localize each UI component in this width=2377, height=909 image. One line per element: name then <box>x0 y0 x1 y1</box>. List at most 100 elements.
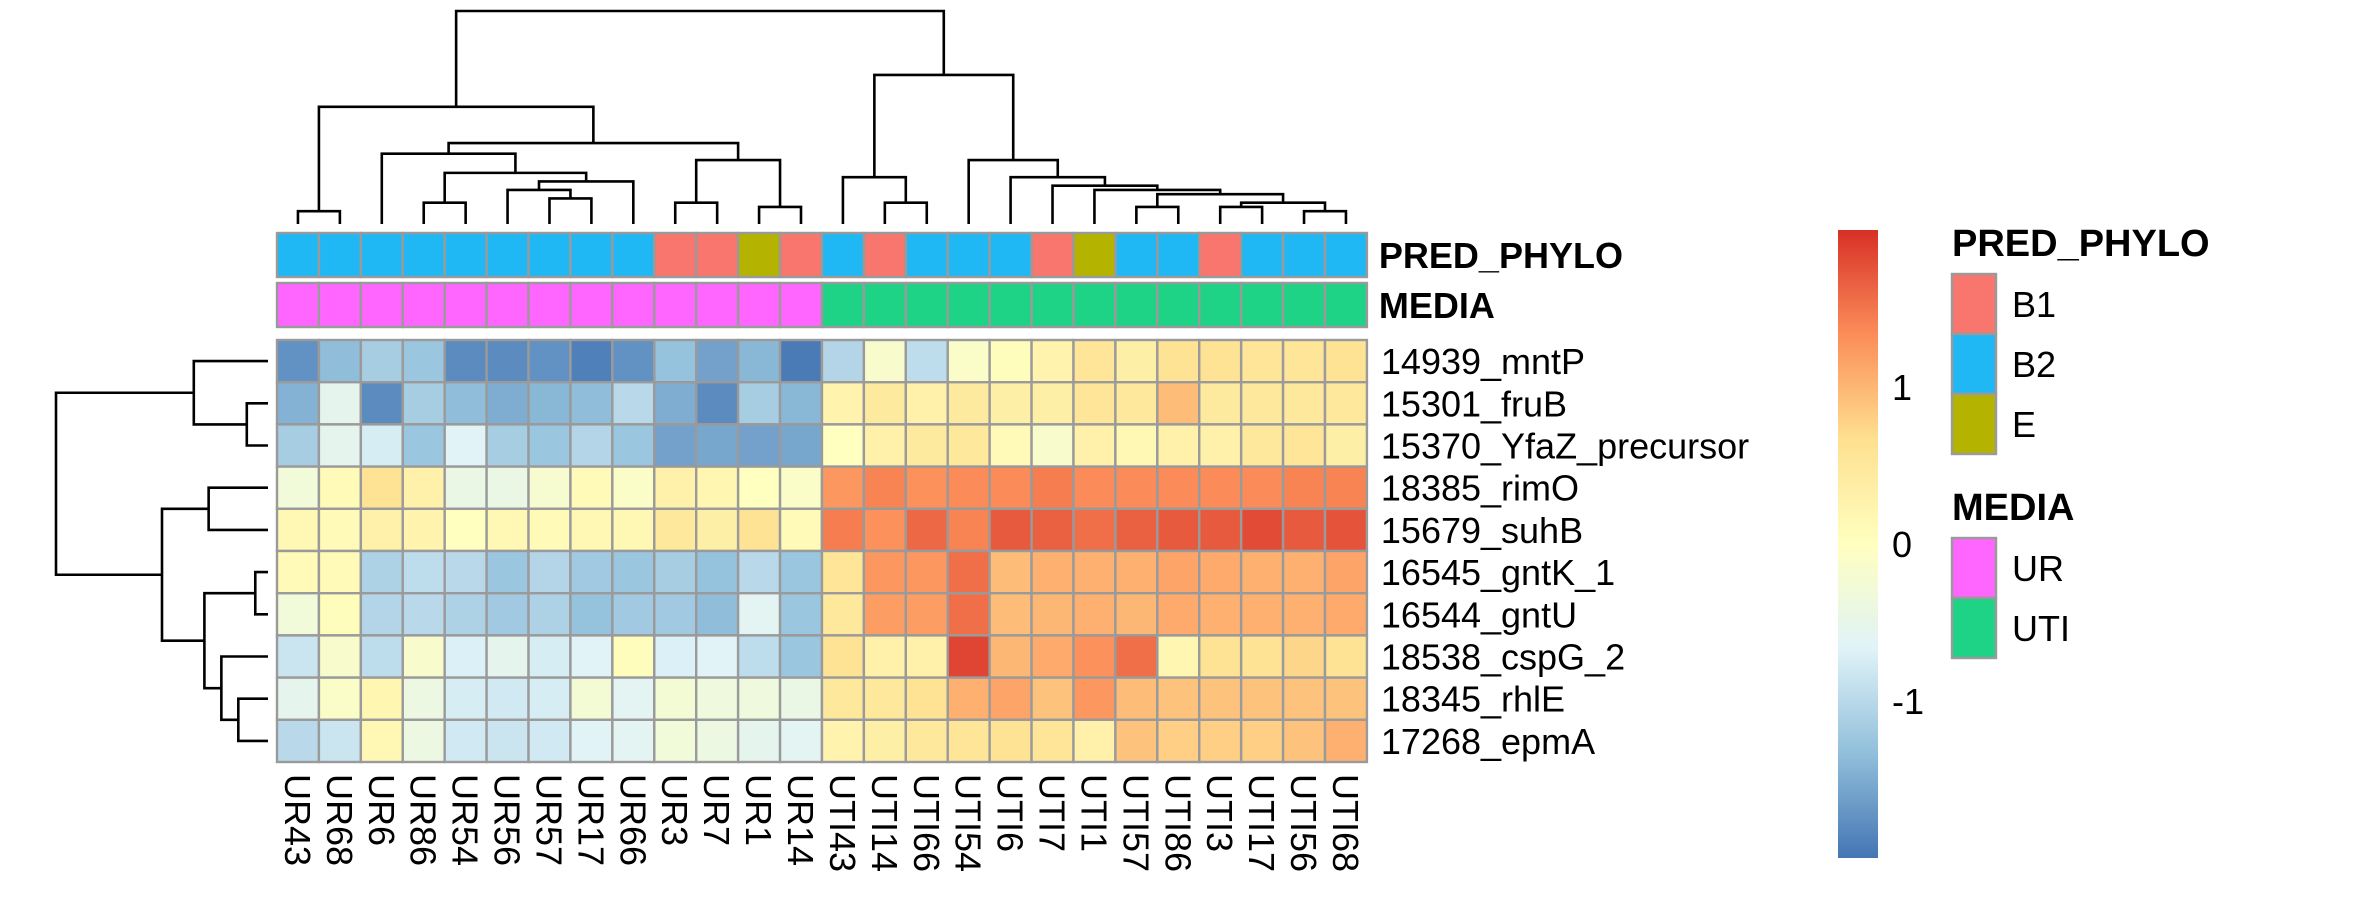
heatmap-cell <box>359 592 404 637</box>
heatmap-cell <box>359 676 404 721</box>
dendrogram-branch <box>1135 205 1180 224</box>
heatmap-cell <box>569 676 614 721</box>
annotation-cell <box>1239 281 1285 329</box>
heatmap-cell <box>736 465 782 511</box>
heatmap-cell <box>778 423 824 468</box>
heatmap-cell <box>443 465 488 511</box>
annotation-cell <box>988 231 1033 279</box>
column-label: UR43 <box>277 774 318 866</box>
heatmap-cell <box>1198 381 1243 426</box>
heatmap-cell <box>527 465 572 511</box>
heatmap-cell <box>401 718 446 764</box>
heatmap-cell <box>778 592 824 637</box>
heatmap-cell <box>820 634 866 679</box>
annotation-cell <box>401 281 446 329</box>
heatmap-cell <box>695 381 740 426</box>
heatmap-cell <box>611 423 656 468</box>
heatmap-cell <box>401 549 446 595</box>
dendrogram-branch <box>883 201 929 224</box>
heatmap-cell <box>359 338 404 384</box>
annotation-cell <box>820 231 866 279</box>
heatmap-cell <box>1323 634 1369 679</box>
heatmap-cell <box>1281 592 1327 637</box>
heatmap-cell <box>317 549 363 595</box>
row-label: 16545_gntK_1 <box>1381 552 1615 593</box>
annotation-cell <box>569 281 614 329</box>
heatmap-cell <box>904 423 949 468</box>
heatmap-cell <box>653 634 698 679</box>
column-label: UR1 <box>738 774 779 846</box>
dendrogram-branch <box>1051 184 1159 224</box>
heatmap-cell <box>275 718 321 764</box>
heatmap-cell <box>1323 423 1369 468</box>
legend-swatch <box>1950 536 1998 600</box>
heatmap-cell <box>736 718 782 764</box>
heatmap-cell <box>653 338 698 384</box>
legend-item-label: UR <box>2012 548 2064 589</box>
heatmap-cell <box>1198 423 1243 468</box>
annotation-cell <box>1323 231 1369 279</box>
heatmap-cell <box>946 592 991 637</box>
dendrogram-branch <box>207 486 268 532</box>
heatmap-cell <box>904 338 949 384</box>
heatmap-cell <box>1030 338 1075 384</box>
heatmap-cell <box>695 338 740 384</box>
column-label: UR56 <box>487 774 528 866</box>
heatmap-cell <box>1156 676 1201 721</box>
column-label: UTI14 <box>864 774 905 872</box>
heatmap-cell <box>401 465 446 511</box>
heatmap-cell <box>359 465 404 511</box>
heatmap-cell <box>401 592 446 637</box>
heatmap-cell <box>1156 423 1201 468</box>
heatmap-cell <box>862 465 908 511</box>
heatmap-cell <box>988 465 1033 511</box>
dendrogram-branch <box>673 201 719 224</box>
heatmap-cell <box>1281 338 1327 384</box>
column-label: UR54 <box>445 774 486 866</box>
dendrogram-branch <box>245 402 268 447</box>
heatmap-cell <box>1323 592 1369 637</box>
dendrogram-branch <box>1218 205 1264 224</box>
heatmap-cell <box>778 676 824 721</box>
row-label: 18385_rimO <box>1381 468 1579 509</box>
heatmap-cell <box>778 465 824 511</box>
heatmap-cell <box>317 381 363 426</box>
legend-item-label: B2 <box>2012 344 2056 385</box>
heatmap-cell <box>1239 338 1285 384</box>
heatmap-cell <box>275 507 321 553</box>
legend-swatch <box>1950 332 1998 396</box>
heatmap-cell <box>443 381 488 426</box>
heatmap-cell <box>1198 676 1243 721</box>
heatmap-cell <box>653 507 698 553</box>
column-labels: UR43 UR68 UR6 UR86 UR54 UR56 UR57 UR17 UR66 UR3 UR… <box>277 774 1366 872</box>
heatmap-cell <box>527 549 572 595</box>
heatmap-cell <box>1281 718 1327 764</box>
heatmap-cell <box>695 423 740 468</box>
heatmap-cell <box>317 676 363 721</box>
heatmap-cell <box>695 634 740 679</box>
heatmap-cell <box>988 634 1033 679</box>
heatmap-cell <box>695 676 740 721</box>
heatmap-cell <box>820 592 866 637</box>
annotation-cell <box>653 281 698 329</box>
annotation-cell <box>653 231 698 279</box>
row-label: 17268_epmA <box>1381 721 1595 762</box>
heatmap-cell <box>1239 634 1285 679</box>
column-label: UR6 <box>361 774 402 846</box>
column-dendrogram <box>296 9 1348 224</box>
heatmap-cell <box>778 634 824 679</box>
heatmap-cell <box>1030 423 1075 468</box>
annotation-cell <box>1072 281 1117 329</box>
annotation-label: MEDIA <box>1379 285 1495 326</box>
heatmap-cell <box>359 423 404 468</box>
column-label: UR86 <box>403 774 444 866</box>
annotation-cell <box>317 281 363 329</box>
heatmap-cell <box>778 338 824 384</box>
heatmap-cell <box>820 423 866 468</box>
heatmap-cell <box>988 676 1033 721</box>
heatmap-cell <box>1239 718 1285 764</box>
annotation-cell <box>1323 281 1369 329</box>
heatmap-cell <box>527 676 572 721</box>
row-label: 15301_fruB <box>1381 383 1567 424</box>
